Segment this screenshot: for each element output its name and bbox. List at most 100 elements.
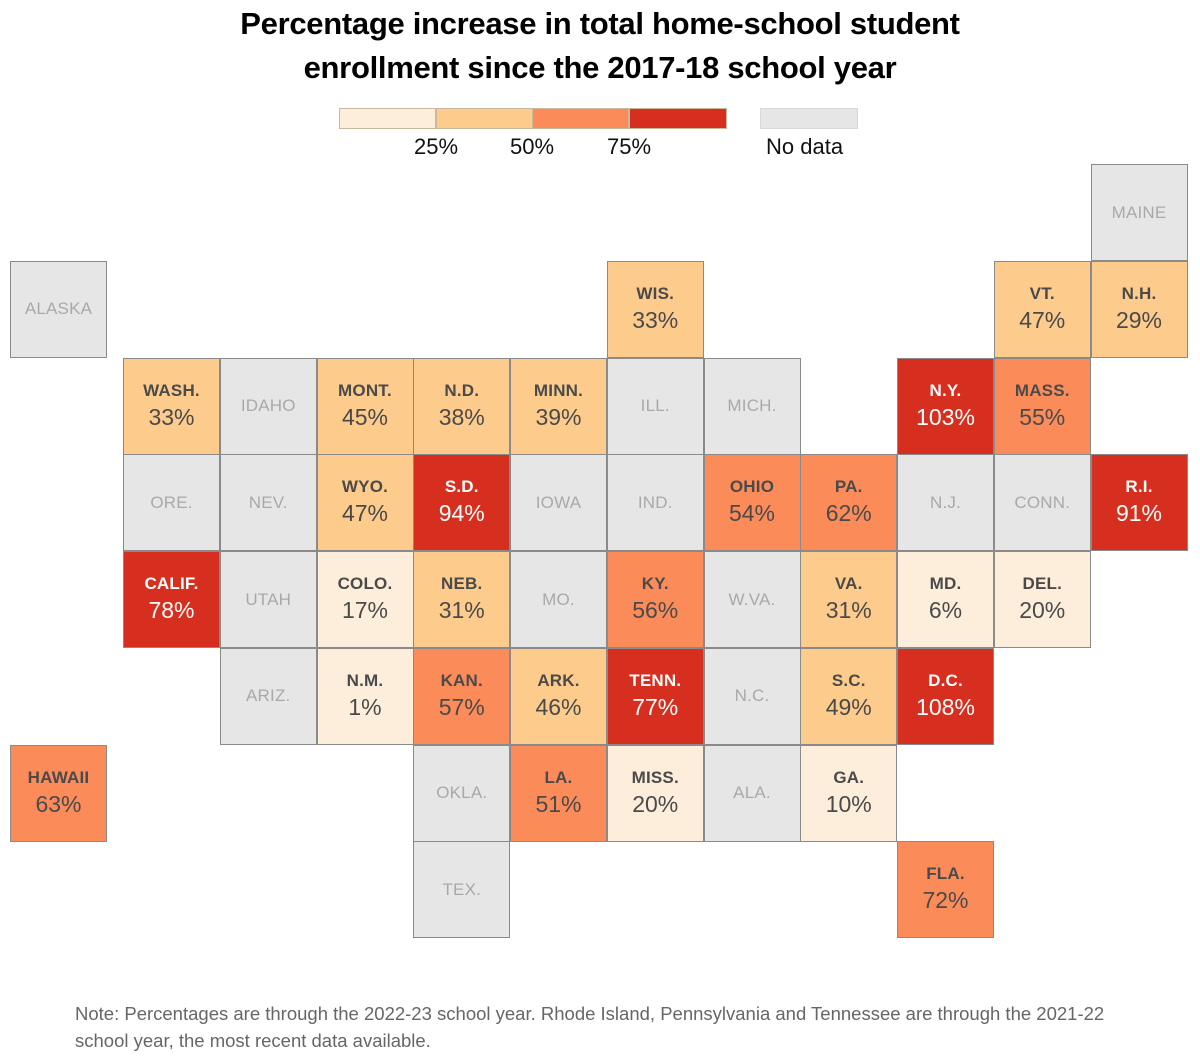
state-value: 63% <box>35 790 82 817</box>
state-tile-mo: MO. <box>510 551 607 648</box>
legend-swatch-75-plus <box>629 108 727 129</box>
state-label: MAINE <box>1111 202 1167 222</box>
state-value: 103% <box>916 403 975 430</box>
state-tile-dc: D.C. 108% <box>897 647 994 745</box>
state-value: 31% <box>438 597 485 623</box>
state-label: HAWAII <box>27 767 90 787</box>
state-tile-sd: S.D. 94% <box>413 454 511 552</box>
legend-tick-75: 75% <box>606 134 652 159</box>
state-tile-okla: OKLA. <box>413 744 511 842</box>
state-label: CALIF. <box>144 574 199 593</box>
state-label: NEV. <box>248 492 288 512</box>
state-label: KY. <box>641 574 669 593</box>
state-tile-nd: N.D. 38% <box>413 357 511 455</box>
state-value: 39% <box>535 403 582 430</box>
state-value: 10% <box>825 790 872 817</box>
state-label: MD. <box>929 574 962 593</box>
state-label: VA. <box>834 574 863 593</box>
state-label: WYO. <box>341 477 389 497</box>
state-label: W.VA. <box>728 589 776 609</box>
state-tile-ala: ALA. <box>703 744 801 842</box>
footnote: Note: Percentages are through the 2022-2… <box>75 1003 1105 1051</box>
state-tile-alaska: ALASKA <box>10 260 107 358</box>
state-value: 47% <box>1019 306 1066 333</box>
state-label: UTAH <box>245 589 292 609</box>
state-value: 1% <box>348 693 382 720</box>
state-label: N.D. <box>444 380 480 400</box>
state-tile-del: DEL. 20% <box>993 551 1091 648</box>
state-tile-mass: MASS. 55% <box>993 357 1091 455</box>
state-value: 94% <box>438 500 485 527</box>
state-label: D.C. <box>928 670 963 690</box>
state-value: 33% <box>148 403 195 430</box>
state-label: N.J. <box>929 492 962 512</box>
state-value: 20% <box>1019 597 1066 623</box>
state-tile-neb: NEB. 31% <box>413 551 511 648</box>
state-label: CONN. <box>1014 492 1071 512</box>
state-label: LA. <box>544 767 573 787</box>
state-value: 20% <box>632 790 679 817</box>
state-label: OHIO <box>729 477 775 497</box>
state-label: IDAHO <box>240 396 296 415</box>
state-tile-ariz: ARIZ. <box>219 647 317 745</box>
state-tile-ore: ORE. <box>123 454 220 552</box>
state-label: ALA. <box>733 783 771 802</box>
state-tile-calif: CALIF. 78% <box>123 551 220 648</box>
state-tile-fla: FLA. 72% <box>897 841 994 939</box>
state-tile-pa: PA. 62% <box>800 454 898 552</box>
state-value: 46% <box>535 693 582 720</box>
state-tile-nj: N.J. <box>897 454 994 552</box>
state-label: ORE. <box>150 492 193 512</box>
state-tile-wva: W.VA. <box>703 551 801 648</box>
state-value: 38% <box>438 403 485 430</box>
state-tile-ny: N.Y. 103% <box>897 357 994 455</box>
state-label: DEL. <box>1022 574 1063 593</box>
state-value: 49% <box>825 693 872 720</box>
state-tile-vt: VT. 47% <box>993 260 1091 358</box>
state-label: KAN. <box>440 670 483 690</box>
state-tile-va: VA. 31% <box>800 551 898 648</box>
state-tile-mich: MICH. <box>703 357 801 455</box>
state-label: FLA. <box>926 864 965 884</box>
state-tile-miss: MISS. 20% <box>606 744 704 842</box>
state-label: MINN. <box>533 380 584 400</box>
legend-swatch-no-data <box>760 108 858 129</box>
state-value: 6% <box>928 597 963 623</box>
state-tile-nc: N.C. <box>703 647 801 745</box>
state-value: 54% <box>728 500 776 527</box>
state-label: TEX. <box>442 879 482 899</box>
state-tile-ill: ILL. <box>606 357 704 455</box>
state-value: 91% <box>1115 500 1163 527</box>
state-label: N.H. <box>1121 283 1157 303</box>
state-label: ARK. <box>537 670 580 690</box>
state-label: MISS. <box>631 767 679 787</box>
state-label: TENN. <box>629 670 682 690</box>
state-label: ARIZ. <box>246 686 291 706</box>
state-label: MONT. <box>338 380 392 400</box>
state-label: R.I. <box>1125 477 1153 497</box>
state-tile-ri: R.I. 91% <box>1090 454 1188 552</box>
state-value: 62% <box>825 500 872 527</box>
state-tile-mont: MONT. 45% <box>316 357 414 455</box>
state-tile-ark: ARK. 46% <box>510 647 607 745</box>
state-tile-hawaii: HAWAII 63% <box>10 744 107 842</box>
state-value: 51% <box>535 790 582 817</box>
chart-title-line-1: Percentage increase in total home-school… <box>240 6 960 41</box>
state-value: 77% <box>632 693 679 720</box>
state-tile-tex: TEX. <box>413 841 511 939</box>
state-tile-ind: IND. <box>606 454 704 552</box>
state-label: VT. <box>1029 283 1055 303</box>
state-value: 72% <box>922 887 969 914</box>
state-label: WASH. <box>143 380 200 400</box>
state-label: S.D. <box>444 477 479 497</box>
state-tile-tenn: TENN. 77% <box>606 647 704 745</box>
state-tile-sc: S.C. 49% <box>800 647 898 745</box>
legend-swatch-25-50 <box>436 108 533 129</box>
legend-no-data-label: No data <box>766 134 844 159</box>
state-value: 47% <box>341 500 389 527</box>
state-label: COLO. <box>337 574 393 593</box>
state-label: N.M. <box>346 670 384 690</box>
state-value: 17% <box>341 597 389 623</box>
state-label: OKLA. <box>436 783 488 802</box>
state-label: ALASKA <box>24 299 93 319</box>
